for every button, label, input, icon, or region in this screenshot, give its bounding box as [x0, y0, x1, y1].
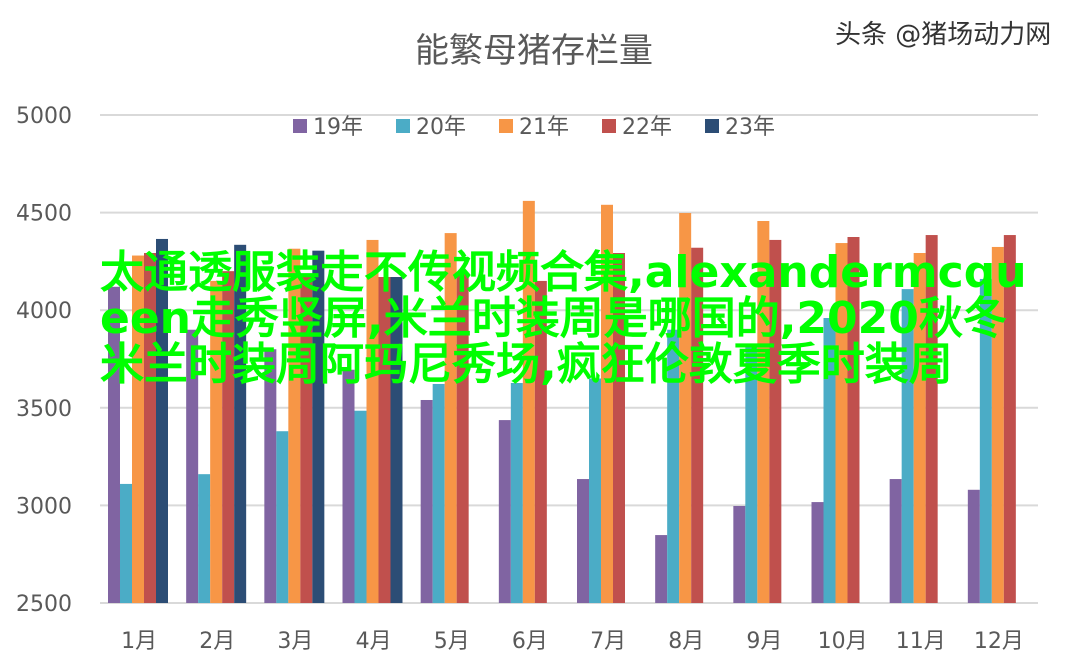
- bar-21年-12月: [991, 246, 1004, 603]
- bar-21年-3月: [288, 248, 301, 603]
- bar-19年-6月: [498, 420, 511, 603]
- y-axis-ticks: 2500 3000 3500 4000 4500 5000: [16, 104, 72, 617]
- legend-label: 21年: [519, 115, 569, 140]
- bar-20年-6月: [510, 383, 523, 603]
- bar-23年-3月: [312, 250, 325, 603]
- bar-22年-3月: [300, 275, 313, 603]
- x-tick-label: 7月: [590, 629, 626, 654]
- bar-19年-11月: [889, 479, 902, 603]
- x-tick-label: 9月: [746, 629, 782, 654]
- legend-label: 23年: [725, 115, 775, 140]
- legend-swatch: [705, 119, 719, 133]
- legend-swatch: [396, 119, 410, 133]
- y-tick-label: 3000: [16, 494, 72, 519]
- bar-22年-9月: [769, 239, 782, 604]
- bar-19年-10月: [811, 502, 824, 603]
- bar-20年-7月: [589, 378, 601, 603]
- x-tick-label: 10月: [818, 629, 868, 654]
- x-tick-label: 2月: [199, 629, 235, 654]
- bar-21年-11月: [913, 253, 926, 603]
- y-tick-label: 2500: [16, 592, 72, 617]
- y-tick-label: 4500: [16, 202, 72, 227]
- y-tick-label: 3500: [16, 397, 72, 422]
- bar-21年-7月: [601, 204, 613, 604]
- bar-19年-5月: [420, 399, 433, 603]
- bar-20年-3月: [276, 431, 289, 603]
- bar-21年-1月: [132, 255, 144, 603]
- x-tick-label: 6月: [512, 629, 548, 654]
- legend-label: 19年: [313, 115, 363, 140]
- bar-20年-8月: [667, 329, 680, 603]
- bar-22年-11月: [925, 235, 938, 603]
- bar-19年-12月: [967, 489, 980, 603]
- bar-22年-1月: [144, 253, 156, 603]
- bar-21年-8月: [679, 212, 692, 603]
- chart-title: 能繁母猪存栏量: [415, 31, 653, 71]
- legend-swatch: [602, 119, 616, 133]
- x-tick-label: 1月: [121, 629, 157, 654]
- legend-swatch: [293, 119, 307, 133]
- bar-20年-1月: [120, 483, 132, 603]
- bar-19年-7月: [577, 479, 589, 603]
- x-tick-label: 3月: [277, 629, 313, 654]
- legend-label: 22年: [622, 115, 672, 140]
- bar-22年-8月: [691, 247, 704, 603]
- x-tick-label: 8月: [668, 629, 704, 654]
- bar-20年-9月: [745, 344, 758, 603]
- bar-22年-6月: [534, 280, 547, 603]
- bar-22年-10月: [847, 237, 860, 603]
- bars: [108, 200, 1016, 604]
- bar-21年-4月: [366, 239, 379, 604]
- bar-22年-5月: [456, 273, 469, 603]
- bar-22年-2月: [222, 271, 235, 603]
- bar-19年-3月: [264, 349, 277, 603]
- x-tick-label: 11月: [896, 629, 946, 654]
- bar-20年-10月: [823, 318, 836, 603]
- x-tick-label: 5月: [434, 629, 470, 654]
- gridlines: [100, 114, 1038, 604]
- bar-19年-1月: [108, 286, 120, 603]
- legend-label: 20年: [416, 115, 466, 140]
- bar-20年-2月: [198, 474, 211, 603]
- bar-19年-8月: [655, 535, 668, 603]
- y-tick-label: 5000: [16, 104, 72, 129]
- bar-20年-12月: [979, 278, 992, 603]
- y-tick-label: 4000: [16, 299, 72, 324]
- watermark: 头条 @猪场动力网: [835, 20, 1052, 50]
- bar-19年-9月: [733, 505, 746, 603]
- x-axis-ticks: 1月 2月 3月 4月 5月 6月 7月 8月 9月 10月 11月 12月: [121, 629, 1024, 654]
- bar-22年-7月: [613, 253, 625, 603]
- bar-20年-5月: [432, 383, 445, 603]
- overlay-caption: 太通透服装走不传视频合集,alexandermcqueen走秀竖屏,米兰时装周是…: [100, 247, 1027, 390]
- bar-23年-2月: [234, 244, 247, 604]
- bar-20年-11月: [901, 289, 914, 603]
- legend-swatch: [499, 119, 513, 133]
- bar-21年-6月: [522, 200, 535, 603]
- bar-19年-2月: [186, 329, 199, 603]
- x-tick-label: 4月: [356, 629, 392, 654]
- bar-22年-12月: [1003, 235, 1016, 603]
- bar-21年-9月: [757, 220, 770, 604]
- x-tick-label: 12月: [974, 629, 1024, 654]
- bar-19年-4月: [342, 369, 355, 603]
- bar-21年-10月: [835, 243, 848, 603]
- bar-20年-4月: [354, 410, 367, 603]
- bar-21年-5月: [444, 233, 457, 603]
- bar-23年-4月: [390, 277, 403, 603]
- bar-23年-1月: [156, 238, 168, 603]
- bar-22年-4月: [378, 277, 391, 603]
- bar-21年-2月: [210, 280, 223, 603]
- legend: 19年 20年 21年 22年 23年: [293, 115, 775, 140]
